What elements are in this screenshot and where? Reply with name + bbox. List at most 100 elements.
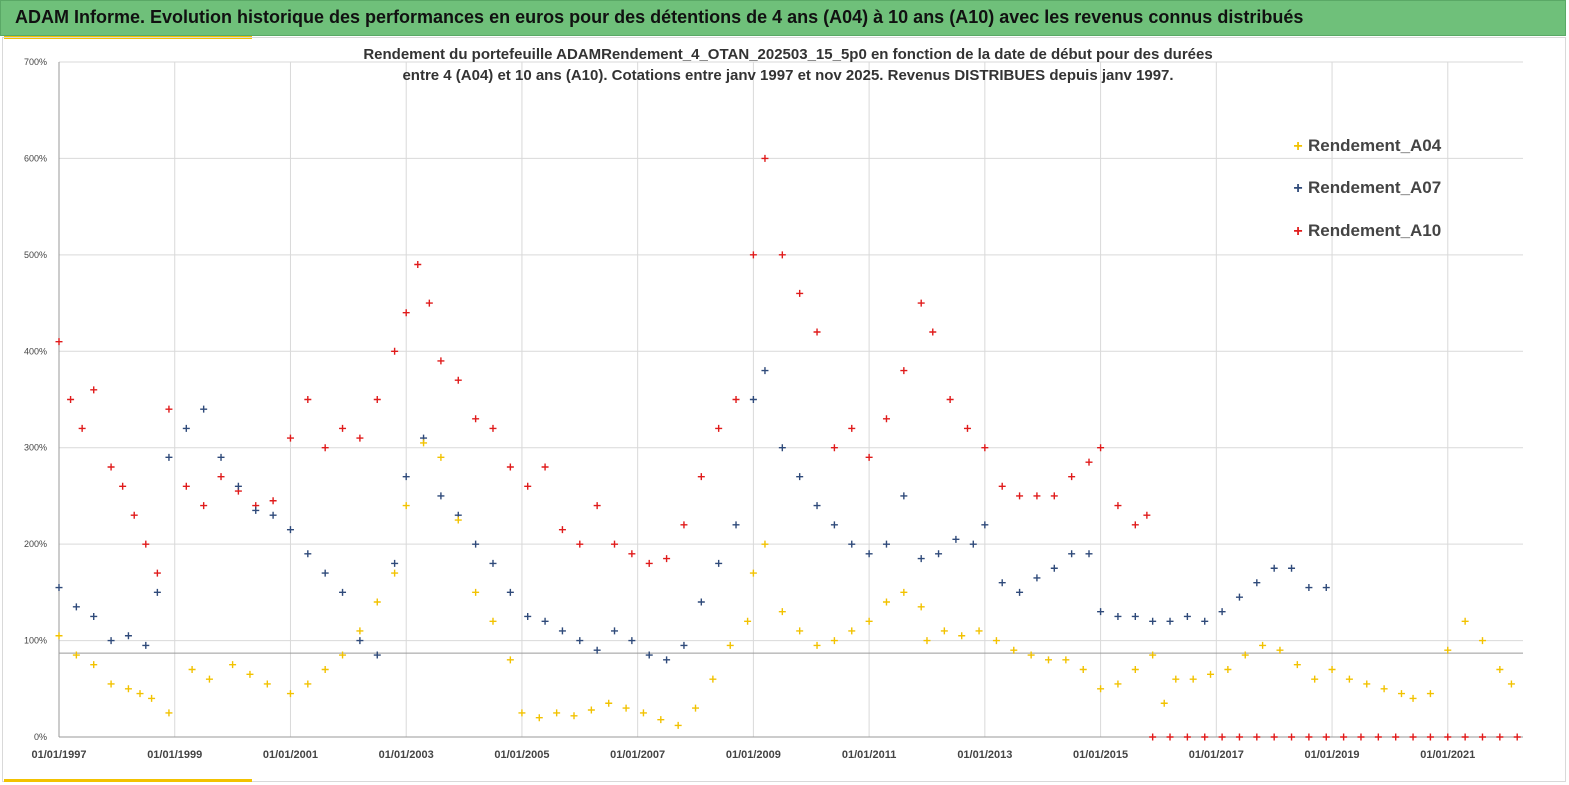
point-a04: [1409, 694, 1417, 702]
point-a07: [107, 637, 115, 645]
x-tick-label: 01/01/2005: [494, 749, 549, 761]
point-a10: [1131, 521, 1139, 529]
legend-label-a07: Rendement_A07: [1308, 178, 1442, 197]
point-a07: [541, 617, 549, 625]
point-a10: [576, 540, 584, 548]
point-a10: [1050, 492, 1058, 500]
point-a07: [576, 637, 584, 645]
point-a10: [524, 482, 532, 490]
point-a04: [917, 603, 925, 611]
point-a07: [558, 627, 566, 635]
point-a10: [796, 289, 804, 297]
point-a07: [813, 502, 821, 510]
x-tick-label: 01/01/2017: [1189, 749, 1244, 761]
point-a10: [1444, 733, 1452, 741]
point-a10: [182, 482, 190, 490]
point-a10: [1068, 473, 1076, 481]
point-a04: [205, 675, 213, 683]
point-a04: [882, 598, 890, 606]
point-a04: [246, 670, 254, 678]
point-a04: [1507, 680, 1515, 688]
point-a04: [489, 617, 497, 625]
point-a10: [749, 251, 757, 259]
point-a10: [373, 396, 381, 403]
point-a04: [1097, 685, 1105, 693]
point-a04: [1426, 690, 1434, 698]
point-a07: [200, 405, 208, 413]
point-a04: [148, 694, 156, 702]
point-a07: [437, 492, 445, 500]
point-a07: [1305, 584, 1313, 592]
point-a10: [1114, 502, 1122, 510]
point-a10: [107, 463, 115, 471]
point-a10: [1374, 733, 1382, 741]
point-a04: [605, 699, 613, 707]
point-a04: [796, 627, 804, 635]
point-a04: [1293, 661, 1301, 669]
point-a04: [304, 680, 312, 688]
point-a07: [506, 588, 514, 596]
point-a04: [692, 704, 700, 712]
point-a10: [1143, 511, 1151, 519]
point-a04: [813, 641, 821, 649]
point-a10: [217, 473, 225, 481]
point-a07: [489, 559, 497, 567]
point-a07: [142, 641, 150, 649]
point-a10: [663, 555, 671, 563]
point-a07: [865, 550, 873, 558]
legend-item-a04: + Rendement_A04: [1290, 136, 1441, 156]
point-a04: [639, 709, 647, 717]
point-a07: [124, 632, 132, 640]
point-a07: [1097, 608, 1105, 616]
point-a04: [570, 712, 578, 720]
point-a10: [929, 328, 937, 336]
point-a10: [472, 415, 480, 423]
point-a10: [813, 328, 821, 336]
point-a04: [124, 685, 132, 693]
point-a04: [165, 709, 173, 717]
x-tick-label: 01/01/2003: [379, 749, 434, 761]
point-a04: [1160, 699, 1168, 707]
point-a10: [1085, 458, 1093, 466]
chart-title-line-1: Rendement du portefeuille ADAMRendement_…: [363, 46, 1213, 63]
point-a10: [1305, 733, 1313, 741]
point-a10: [628, 550, 636, 558]
point-a07: [339, 588, 347, 596]
point-a07: [998, 579, 1006, 587]
point-a07: [1016, 588, 1024, 596]
point-a07: [663, 656, 671, 664]
y-tick-label: 600%: [24, 153, 47, 163]
point-a04: [975, 627, 983, 635]
point-a10: [998, 482, 1006, 490]
point-a04: [420, 439, 428, 447]
point-a04: [1241, 651, 1249, 659]
point-a07: [286, 526, 294, 534]
point-a07: [1033, 574, 1041, 582]
point-a07: [830, 521, 838, 529]
point-a10: [645, 559, 653, 567]
grid-lines: [58, 61, 1523, 738]
point-a04: [339, 651, 347, 659]
point-a04: [107, 680, 115, 688]
point-a04: [373, 598, 381, 606]
legend-marker-a10: +: [1293, 223, 1303, 240]
point-a04: [72, 651, 80, 659]
point-a04: [726, 641, 734, 649]
point-a10: [119, 482, 127, 490]
point-a04: [263, 680, 271, 688]
point-a04: [402, 502, 410, 510]
point-a10: [715, 424, 723, 432]
point-a07: [269, 511, 277, 519]
point-a07: [391, 559, 399, 567]
point-a10: [761, 154, 769, 162]
point-a10: [1461, 733, 1469, 741]
point-a04: [865, 617, 873, 625]
point-a04: [587, 706, 595, 714]
point-a07: [1149, 617, 1157, 625]
x-tick-label: 01/01/2001: [263, 749, 318, 761]
chart-title-line-2: entre 4 (A04) et 10 ans (A10). Cotations…: [402, 67, 1174, 84]
point-a07: [1183, 612, 1191, 620]
point-a10: [1270, 733, 1278, 741]
point-a04: [472, 588, 480, 596]
